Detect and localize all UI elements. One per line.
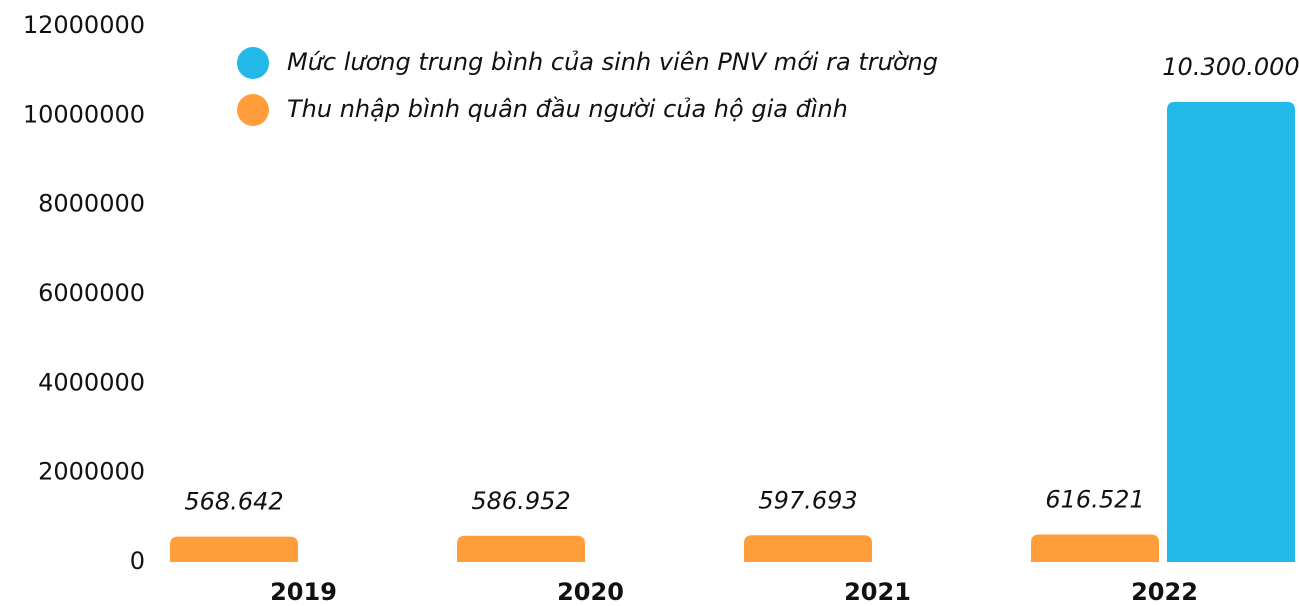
y-tick-label: 8000000 <box>38 190 145 218</box>
x-tick-label: 2021 <box>844 578 911 606</box>
value-label: 616.521 <box>1045 485 1144 513</box>
legend-swatch <box>237 94 269 126</box>
value-label: 597.693 <box>758 486 857 514</box>
y-tick-label: 0 <box>130 547 145 575</box>
legend-swatch <box>237 47 269 79</box>
y-tick-label: 6000000 <box>38 279 145 307</box>
legend-label: Thu nhập bình quân đầu người của hộ gia … <box>287 95 848 123</box>
y-tick-label: 12000000 <box>23 11 145 39</box>
value-label: 568.642 <box>184 488 283 516</box>
bar <box>170 536 298 562</box>
bar <box>1167 101 1295 562</box>
bar <box>744 535 872 562</box>
y-tick-label: 4000000 <box>38 368 145 396</box>
bar <box>1031 534 1159 562</box>
value-label: 10.300.000 <box>1162 53 1299 81</box>
x-tick-label: 2020 <box>557 578 624 606</box>
x-tick-label: 2022 <box>1131 578 1198 606</box>
value-label: 586.952 <box>471 487 570 515</box>
y-tick-label: 2000000 <box>38 458 145 486</box>
legend-label: Mức lương trung bình của sinh viên PNV m… <box>287 48 938 76</box>
x-tick-label: 2019 <box>270 578 337 606</box>
bar <box>457 535 585 562</box>
y-tick-label: 10000000 <box>23 100 145 128</box>
